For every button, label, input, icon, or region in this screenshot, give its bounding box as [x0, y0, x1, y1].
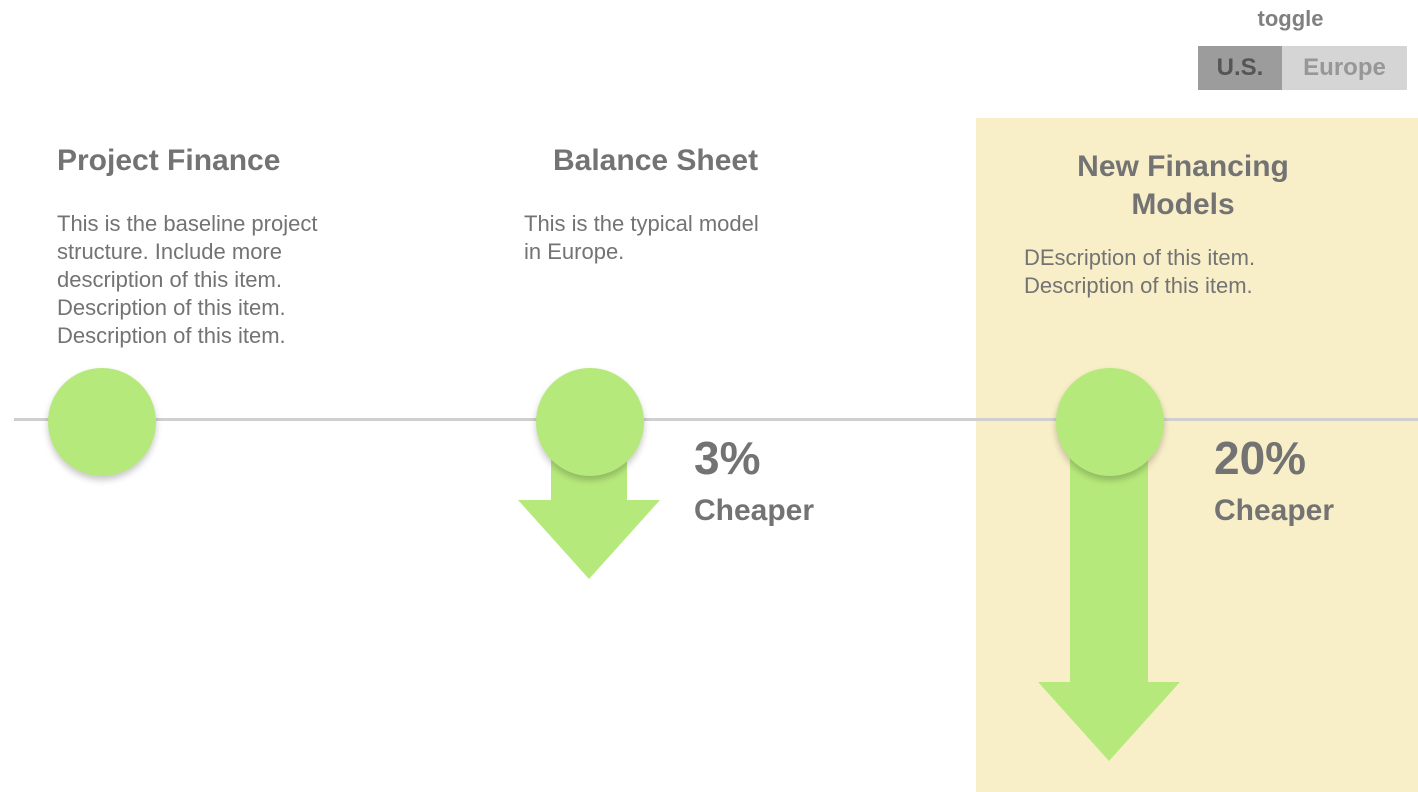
timeline-node-new-financing-models[interactable]: [1056, 368, 1164, 476]
description-line: Description of this item.: [57, 295, 286, 320]
description-line: structure. Include more: [57, 239, 282, 264]
toggle-label: toggle: [1257, 6, 1324, 31]
savings-percent-new-financing-models: 20%: [1214, 432, 1307, 484]
description-line: in Europe.: [524, 239, 625, 264]
down-arrow-icon: [1038, 440, 1180, 761]
region-toggle[interactable]: U.S. Europe: [1198, 46, 1407, 90]
timeline-line: [14, 418, 1418, 421]
description-line: Description of this item.: [1024, 273, 1253, 298]
highlight-panel: [976, 118, 1418, 792]
timeline-node-balance-sheet[interactable]: [536, 368, 644, 476]
description-line: This is the typical model: [524, 211, 759, 236]
description-line: DEscription of this item.: [1024, 245, 1256, 270]
description-line: Description of this item.: [57, 323, 286, 348]
timeline-node-project-finance[interactable]: [48, 368, 156, 476]
savings-label-balance-sheet: Cheaper: [694, 494, 815, 527]
savings-label-new-financing-models: Cheaper: [1214, 494, 1335, 527]
column-title-balance-sheet: Balance Sheet: [553, 144, 759, 177]
toggle-option-europe[interactable]: Europe: [1282, 46, 1407, 90]
title-line: Models: [1131, 188, 1235, 221]
title-line: New Financing: [1077, 150, 1289, 183]
column-title-new-financing-models: New Financing Models: [1016, 148, 1350, 224]
savings-percent-balance-sheet: 3%: [694, 432, 761, 484]
description-line: This is the baseline project: [57, 211, 318, 236]
description-line: description of this item.: [57, 267, 282, 292]
column-description-balance-sheet: This is the typical model in Europe.: [524, 210, 814, 266]
column-description-new-financing-models: DEscription of this item. Description of…: [1024, 244, 1354, 300]
column-title-project-finance: Project Finance: [57, 144, 281, 177]
column-description-project-finance: This is the baseline project structure. …: [57, 210, 387, 350]
down-arrow-icon: [518, 440, 660, 579]
toggle-option-us[interactable]: U.S.: [1198, 46, 1282, 90]
